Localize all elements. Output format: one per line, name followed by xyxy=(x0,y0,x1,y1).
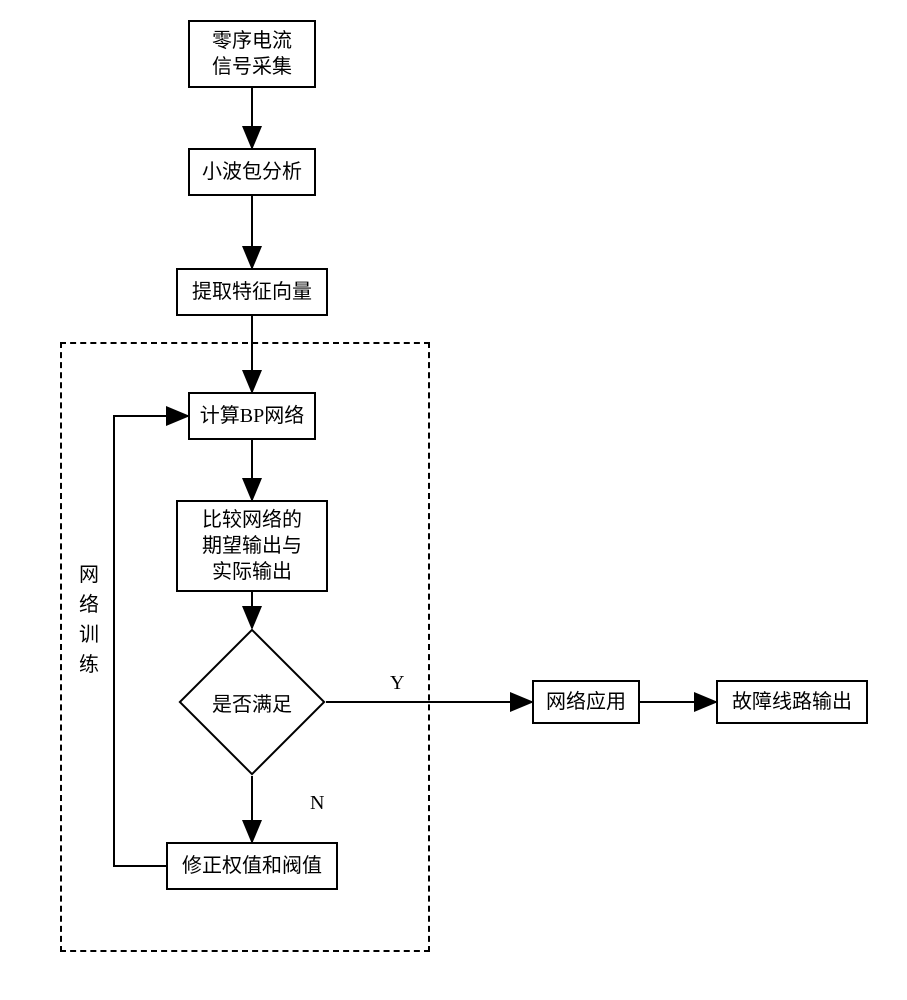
node-signal-acquisition: 零序电流信号采集 xyxy=(188,20,316,88)
training-label-char2: 络 xyxy=(79,594,99,616)
node-compute-bp: 计算BP网络 xyxy=(188,392,316,440)
node-decision-satisfied: 是否满足 xyxy=(200,650,304,754)
node-label: 是否满足 xyxy=(200,650,304,754)
node-label: 修正权值和阀值 xyxy=(182,853,322,879)
training-label-char3: 训 xyxy=(79,624,99,646)
edge-label-yes: Y xyxy=(390,672,404,695)
node-label: 故障线路输出 xyxy=(732,689,852,715)
node-extract-feature: 提取特征向量 xyxy=(176,268,328,316)
node-label: 零序电流信号采集 xyxy=(212,28,292,80)
node-label: 网络应用 xyxy=(546,689,626,715)
node-label: 提取特征向量 xyxy=(192,279,312,305)
node-network-apply: 网络应用 xyxy=(532,680,640,724)
node-label: 比较网络的期望输出与实际输出 xyxy=(202,507,302,585)
node-compare-output: 比较网络的期望输出与实际输出 xyxy=(176,500,328,592)
edge-label-no: N xyxy=(310,792,324,815)
node-label: 小波包分析 xyxy=(202,159,302,185)
training-label: 网 络 训 练 xyxy=(78,560,100,680)
node-label: 计算BP网络 xyxy=(200,403,304,429)
node-fault-output: 故障线路输出 xyxy=(716,680,868,724)
training-label-char1: 网 xyxy=(79,564,99,586)
training-label-char4: 练 xyxy=(79,654,99,676)
node-wavelet-analysis: 小波包分析 xyxy=(188,148,316,196)
node-correct-weights: 修正权值和阀值 xyxy=(166,842,338,890)
